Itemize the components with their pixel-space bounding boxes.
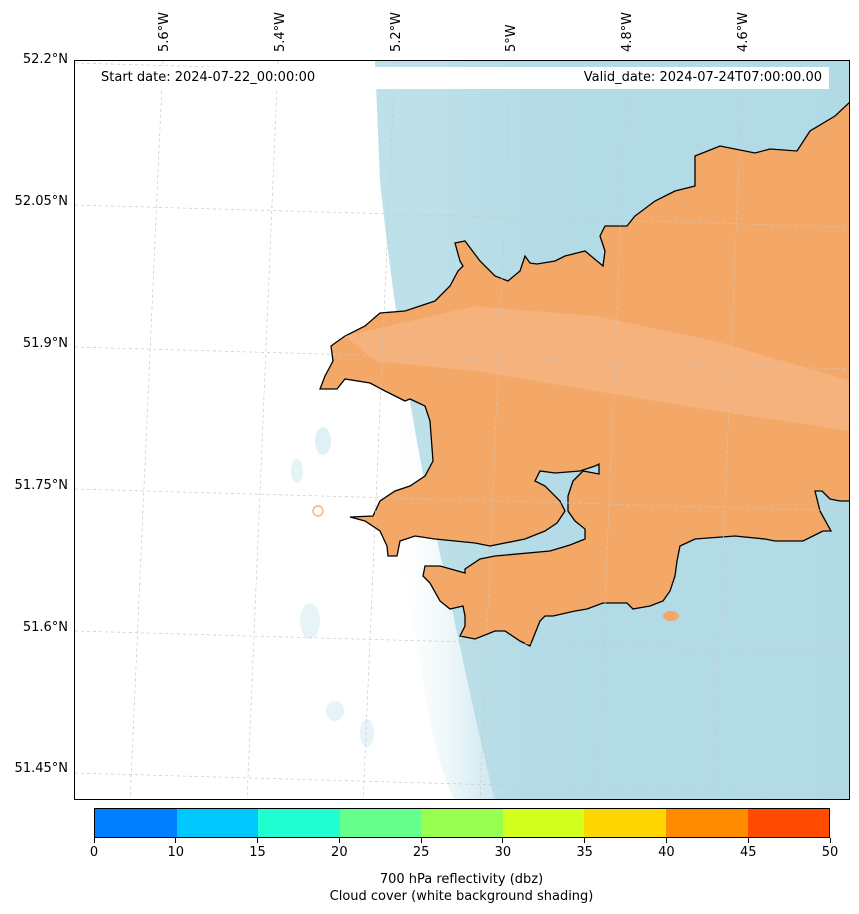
colorbar-tick-mark [93, 838, 95, 843]
longitude-label: 5.4°W [273, 11, 288, 52]
colorbar-tick-label: 0 [89, 845, 99, 860]
colorbar-segment [258, 809, 340, 837]
reflectivity-colorbar [94, 808, 830, 838]
longitude-label: 4.6°W [736, 11, 751, 52]
longitude-label: 5°W [504, 24, 519, 52]
map-canvas [75, 61, 849, 799]
colorbar-tick-mark [338, 838, 340, 843]
colorbar-tick-label: 15 [249, 845, 266, 860]
longitude-label: 5.2°W [389, 11, 404, 52]
colorbar-tick-label: 40 [658, 845, 675, 860]
colorbar-segment [339, 809, 422, 837]
colorbar-segment [95, 809, 177, 837]
cloud-speck [360, 719, 374, 747]
colorbar-title-line1: 700 hPa reflectivity (dbz) [379, 872, 544, 887]
reflectivity-band [345, 306, 849, 431]
colorbar-segment [665, 809, 748, 837]
start-date-label: Start date: 2024-07-22_00:00:00 [101, 70, 316, 85]
colorbar-segment [584, 809, 666, 837]
colorbar-tick-mark [747, 838, 749, 843]
map-panel [74, 60, 850, 800]
cloud-speck [300, 603, 320, 639]
longitude-label: 4.8°W [620, 11, 635, 52]
latitude-label: 52.05°N [14, 194, 68, 209]
colorbar-tick-mark [175, 838, 177, 843]
colorbar-tick-mark [584, 838, 586, 843]
colorbar-tick-mark [502, 838, 504, 843]
colorbar-title-line2: Cloud cover (white background shading) [329, 889, 594, 904]
latitude-label: 51.45°N [14, 761, 68, 776]
colorbar-tick-label: 10 [167, 845, 185, 860]
latitude-label: 51.75°N [14, 478, 68, 493]
colorbar-tick-mark [665, 838, 667, 843]
colorbar-tick-label: 30 [494, 845, 512, 860]
colorbar-tick-label: 25 [412, 845, 430, 860]
colorbar-tick-mark [257, 838, 259, 843]
cloud-speck [291, 459, 303, 483]
colorbar-segment [502, 809, 585, 837]
longitude-label: 5.6°W [157, 11, 172, 52]
date-header: Start date: 2024-07-22_00:00:00 Valid_da… [94, 67, 829, 89]
latitude-label: 52.2°N [22, 52, 68, 67]
cloud-speck [326, 701, 344, 721]
colorbar-tick-label: 45 [739, 845, 757, 860]
island [663, 611, 679, 621]
island [312, 505, 324, 517]
colorbar-tick-mark [420, 838, 422, 843]
colorbar-title: 700 hPa reflectivity (dbz) Cloud cover (… [0, 871, 859, 905]
colorbar-segment [176, 809, 259, 837]
colorbar-tick-label: 50 [821, 845, 839, 860]
colorbar-segment [421, 809, 503, 837]
latitude-label: 51.9°N [22, 336, 68, 351]
colorbar-tick-label: 20 [331, 845, 348, 860]
latitude-label: 51.6°N [22, 620, 68, 635]
valid-date-label: Valid_date: 2024-07-24T07:00:00.00 [583, 70, 822, 85]
colorbar-tick-mark [829, 838, 831, 843]
colorbar-tick-label: 35 [576, 845, 593, 860]
cloud-speck [315, 427, 331, 455]
colorbar-segment [747, 809, 830, 837]
